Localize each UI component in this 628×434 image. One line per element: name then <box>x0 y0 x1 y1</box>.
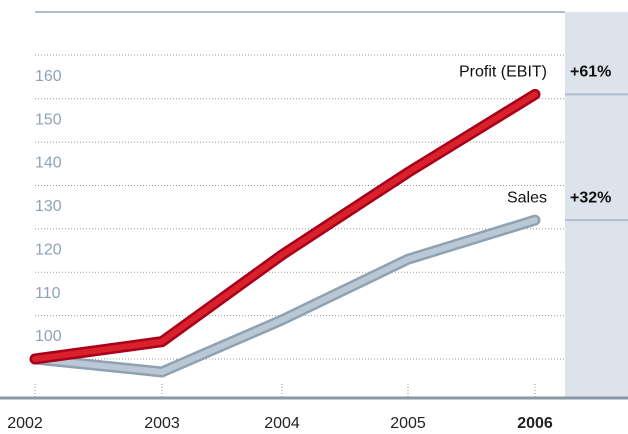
y-tick-label: 140 <box>35 155 62 172</box>
x-tick-label: 2005 <box>390 415 426 432</box>
highlight-panel <box>565 12 628 398</box>
y-tick-label: 160 <box>35 68 62 85</box>
x-tick-label: 2003 <box>144 415 180 432</box>
line <box>32 217 538 375</box>
line <box>32 91 538 362</box>
series-label: Profit (EBIT) <box>459 64 547 81</box>
change-label: +61% <box>570 64 611 81</box>
series-label: Sales <box>507 189 547 206</box>
x-tick-label: 2004 <box>264 415 300 432</box>
y-tick-label: 130 <box>35 198 62 215</box>
change-label: +32% <box>570 189 611 206</box>
x-tick-label: 2006 <box>517 415 553 432</box>
y-tick-label: 150 <box>35 111 62 128</box>
y-tick-label: 110 <box>35 285 61 302</box>
x-tick-label: 2002 <box>7 415 43 432</box>
y-tick-label: 100 <box>35 328 62 345</box>
y-tick-label: 120 <box>35 241 62 258</box>
